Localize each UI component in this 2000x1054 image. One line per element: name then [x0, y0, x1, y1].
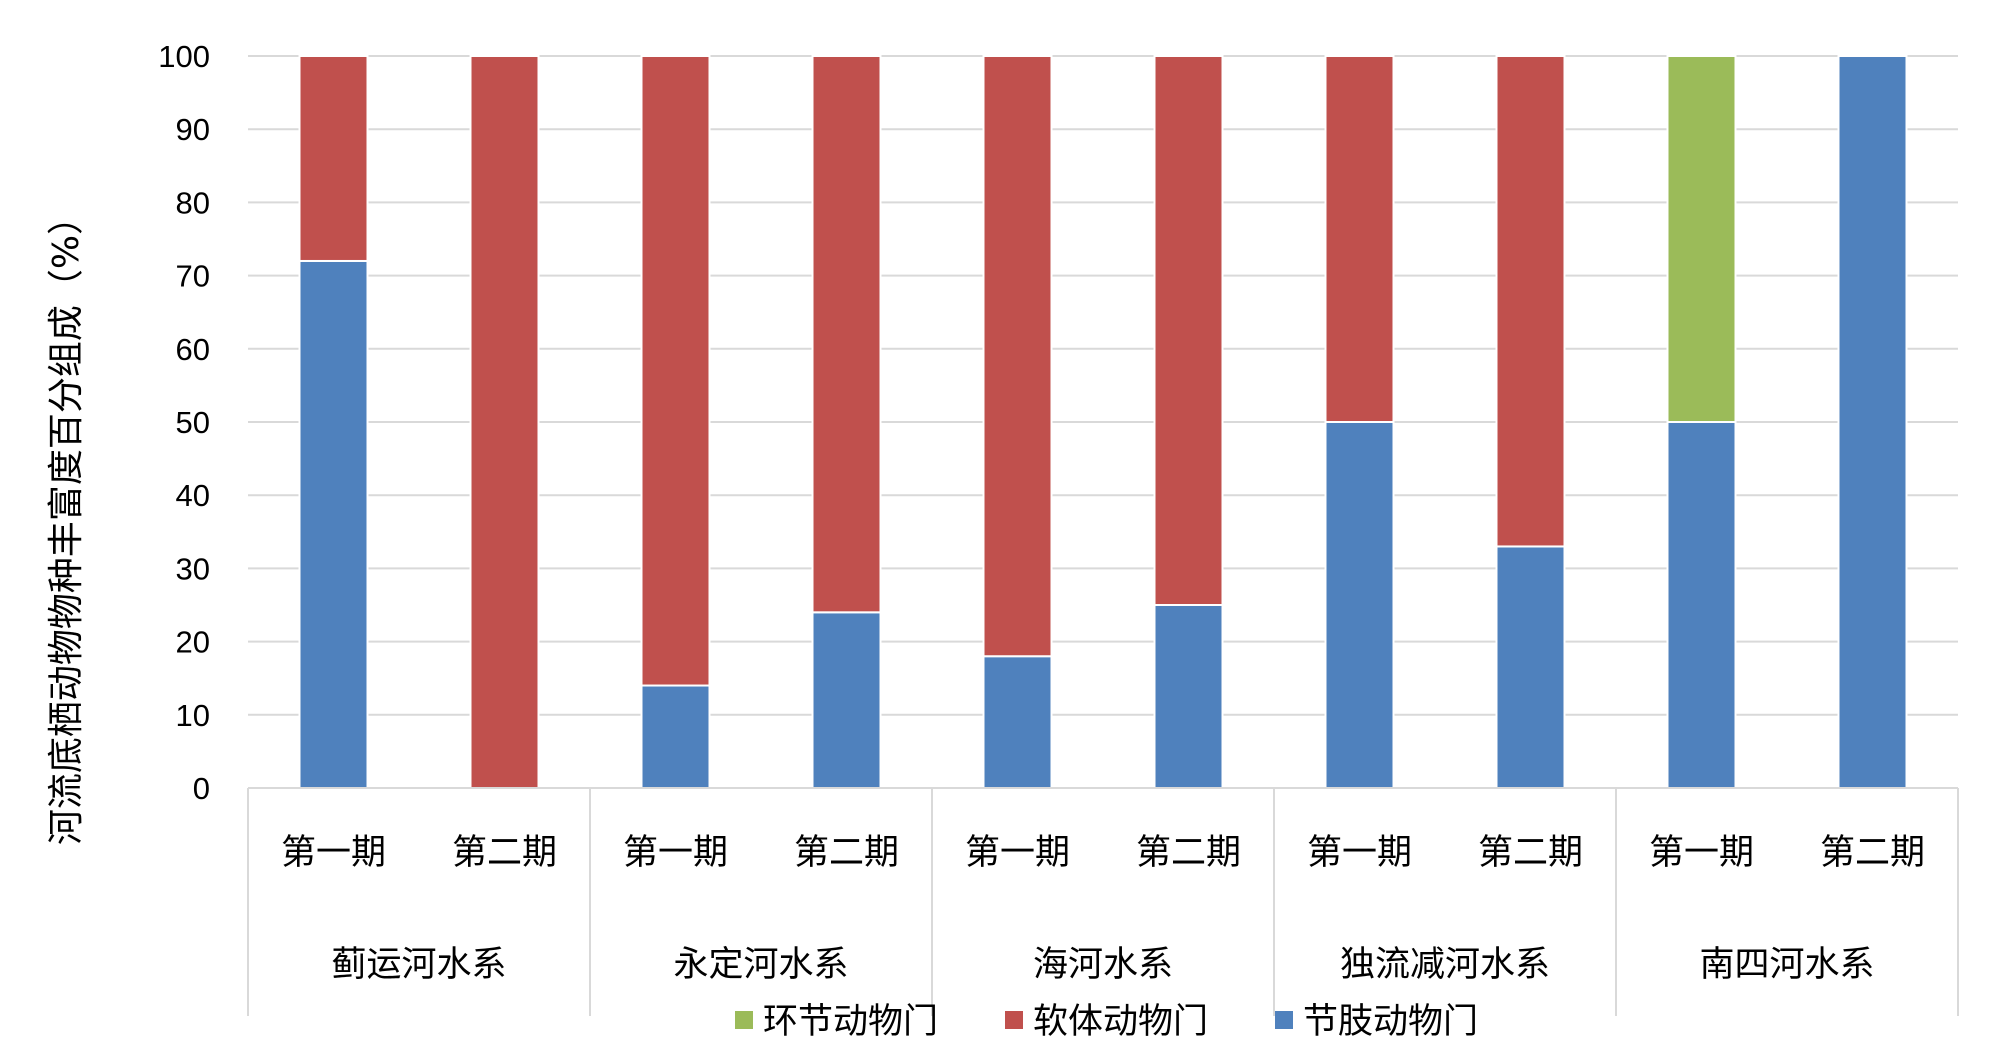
legend-swatch: [1275, 1011, 1293, 1029]
y-tick-label: 10: [176, 698, 210, 733]
x-group-label: 永定河水系: [673, 945, 848, 985]
bar-segment: [1495, 545, 1566, 789]
bar-segment: [811, 55, 882, 614]
y-tick-label: 100: [158, 39, 210, 74]
x-group-label: 海河水系: [1033, 945, 1173, 985]
y-tick-label: 50: [176, 405, 210, 440]
legend-label: 环节动物门: [763, 1002, 938, 1042]
legend-label: 节肢动物门: [1303, 1002, 1478, 1042]
y-tick-label: 90: [176, 112, 210, 147]
bar-segment: [1324, 421, 1395, 789]
bar-segment: [1153, 55, 1224, 606]
x-tick-label: 第一期: [281, 833, 386, 873]
x-group-label: 蓟运河水系: [331, 945, 506, 985]
y-tick-label: 40: [176, 478, 210, 513]
y-tick-label: 70: [176, 259, 210, 294]
x-group-label: 独流减河水系: [1340, 945, 1550, 985]
x-tick-label: 第二期: [1136, 833, 1241, 873]
bar-segment: [298, 259, 369, 789]
x-tick-label: 第一期: [1307, 833, 1412, 873]
x-tick-label: 第二期: [1820, 833, 1925, 873]
y-axis-ticks: 0 10 20 30 40 50 60 70 80 90 100: [158, 39, 210, 806]
y-tick-label: 60: [176, 332, 210, 367]
bar-segment: [469, 55, 540, 789]
x-tick-label: 第二期: [794, 833, 899, 873]
y-axis-label: 河流底栖动物物种丰富度百分组成（%）: [46, 199, 87, 845]
legend-label: 软体动物门: [1033, 1002, 1208, 1042]
bar-segment: [640, 684, 711, 790]
bar-segment: [982, 55, 1053, 658]
y-tick-label: 0: [193, 771, 210, 806]
bar-segment: [982, 655, 1053, 789]
bar-segment: [640, 55, 711, 687]
y-tick-label: 20: [176, 625, 210, 660]
legend-swatch: [1005, 1011, 1023, 1029]
legend: 环节动物门 软体动物门 节肢动物门: [735, 1002, 1478, 1042]
x-tick-label: 第一期: [965, 833, 1070, 873]
x-tick-label: 第二期: [1478, 833, 1583, 873]
bar-segment: [1495, 55, 1566, 548]
bar-segment: [1666, 55, 1737, 423]
x-tick-label: 第二期: [452, 833, 557, 873]
legend-swatch: [735, 1011, 753, 1029]
bar-segment: [1837, 55, 1908, 789]
x-tick-label: 第一期: [623, 833, 728, 873]
x-group-label: 南四河水系: [1699, 945, 1874, 985]
y-tick-label: 80: [176, 185, 210, 220]
bar-segment: [811, 611, 882, 789]
bar-segment: [298, 55, 369, 262]
y-tick-label: 30: [176, 551, 210, 586]
bar-segment: [1324, 55, 1395, 423]
bar-segment: [1153, 604, 1224, 789]
x-tick-label: 第一期: [1649, 833, 1754, 873]
bar-segment: [1666, 421, 1737, 789]
